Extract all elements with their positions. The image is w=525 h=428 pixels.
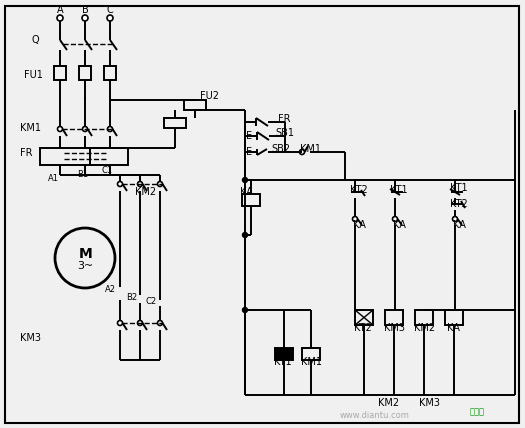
Bar [275, 348, 293, 360]
Circle shape [57, 15, 63, 21]
Text: FU1: FU1 [24, 70, 43, 80]
Bar [385, 310, 403, 325]
Text: KT1: KT1 [274, 357, 291, 367]
Text: KM1: KM1 [301, 357, 322, 367]
Circle shape [118, 321, 122, 326]
Text: SB2: SB2 [271, 144, 290, 154]
Text: KA: KA [453, 220, 466, 230]
Text: Q: Q [32, 35, 39, 45]
Text: C2: C2 [146, 297, 157, 306]
Text: FU2: FU2 [200, 91, 219, 101]
Bar [54, 66, 66, 80]
Circle shape [82, 127, 88, 131]
Text: KM2: KM2 [379, 398, 400, 408]
Text: M: M [79, 247, 93, 261]
Circle shape [352, 217, 358, 222]
Text: KT2: KT2 [350, 185, 367, 195]
Circle shape [453, 217, 457, 222]
Circle shape [107, 15, 113, 21]
Circle shape [243, 232, 247, 238]
Text: C: C [107, 5, 113, 15]
Circle shape [138, 181, 142, 187]
Bar [164, 118, 186, 128]
Circle shape [58, 127, 62, 131]
Circle shape [138, 321, 142, 326]
Circle shape [393, 217, 397, 222]
Bar [445, 310, 463, 325]
Text: KT1: KT1 [450, 183, 468, 193]
Circle shape [118, 181, 122, 187]
Text: A2: A2 [105, 285, 116, 294]
Text: A: A [57, 5, 64, 15]
Bar [184, 100, 206, 110]
Circle shape [108, 127, 112, 131]
Circle shape [243, 307, 247, 312]
Text: E: E [246, 131, 252, 141]
Text: KT1: KT1 [390, 185, 407, 195]
Text: 3~: 3~ [77, 261, 93, 271]
Text: C1: C1 [102, 166, 113, 175]
Text: FR: FR [20, 148, 33, 158]
Text: KM3: KM3 [20, 333, 41, 343]
Circle shape [158, 181, 163, 187]
Text: FR: FR [278, 114, 290, 124]
Text: KM2: KM2 [135, 187, 156, 197]
Text: KM1: KM1 [20, 123, 41, 133]
Circle shape [299, 149, 304, 155]
Text: KA: KA [240, 187, 253, 197]
Text: KM3: KM3 [418, 398, 439, 408]
Text: KA: KA [353, 220, 366, 230]
Text: KM3: KM3 [384, 323, 405, 333]
Text: KA: KA [393, 220, 406, 230]
Text: B1: B1 [77, 169, 88, 178]
Bar [79, 66, 91, 80]
Circle shape [158, 321, 163, 326]
Circle shape [82, 15, 88, 21]
Text: B2: B2 [126, 294, 137, 303]
Bar [415, 310, 433, 325]
Text: KM2: KM2 [414, 323, 435, 333]
Text: A1: A1 [48, 173, 59, 182]
Text: 接线图: 接线图 [470, 407, 485, 416]
Bar [104, 66, 116, 80]
Text: B: B [81, 5, 88, 15]
Text: www.diantu.com: www.diantu.com [340, 411, 410, 420]
Text: KT2: KT2 [354, 323, 372, 333]
Circle shape [243, 178, 247, 182]
Text: SB1: SB1 [275, 128, 294, 138]
Bar [40, 148, 128, 165]
Text: KM1: KM1 [300, 144, 321, 154]
Bar [355, 310, 373, 325]
Bar [302, 348, 320, 360]
Text: E: E [246, 147, 252, 157]
Text: KT2: KT2 [450, 199, 468, 209]
Text: KA: KA [447, 323, 460, 333]
Bar [242, 194, 260, 206]
